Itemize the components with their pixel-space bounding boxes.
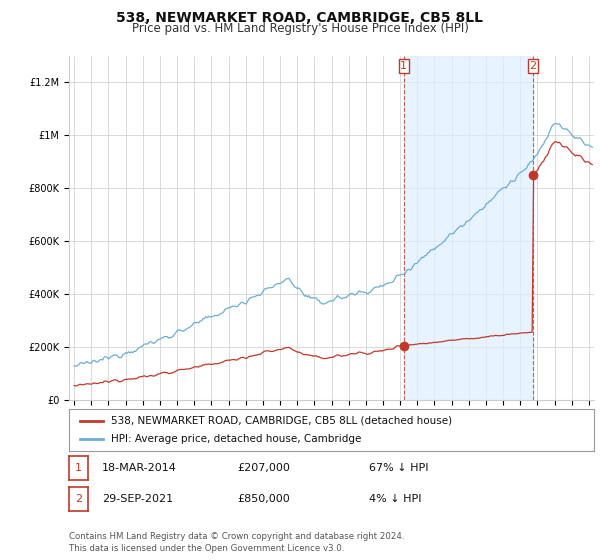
Bar: [404, 56, 533, 400]
Text: 18-MAR-2014: 18-MAR-2014: [102, 463, 177, 473]
Text: 1: 1: [400, 61, 407, 71]
Text: 2: 2: [530, 61, 536, 71]
Text: 538, NEWMARKET ROAD, CAMBRIDGE, CB5 8LL (detached house): 538, NEWMARKET ROAD, CAMBRIDGE, CB5 8LL …: [111, 416, 452, 426]
Text: Contains HM Land Registry data © Crown copyright and database right 2024.
This d: Contains HM Land Registry data © Crown c…: [69, 533, 404, 553]
Text: 29-SEP-2021: 29-SEP-2021: [102, 494, 173, 504]
Text: £850,000: £850,000: [237, 494, 290, 504]
Text: £207,000: £207,000: [237, 463, 290, 473]
Text: 1: 1: [75, 463, 82, 473]
Text: HPI: Average price, detached house, Cambridge: HPI: Average price, detached house, Camb…: [111, 434, 361, 444]
Text: 2: 2: [75, 494, 82, 504]
Text: Price paid vs. HM Land Registry's House Price Index (HPI): Price paid vs. HM Land Registry's House …: [131, 22, 469, 35]
Text: 4% ↓ HPI: 4% ↓ HPI: [369, 494, 421, 504]
Text: 67% ↓ HPI: 67% ↓ HPI: [369, 463, 428, 473]
Text: 538, NEWMARKET ROAD, CAMBRIDGE, CB5 8LL: 538, NEWMARKET ROAD, CAMBRIDGE, CB5 8LL: [116, 11, 484, 25]
